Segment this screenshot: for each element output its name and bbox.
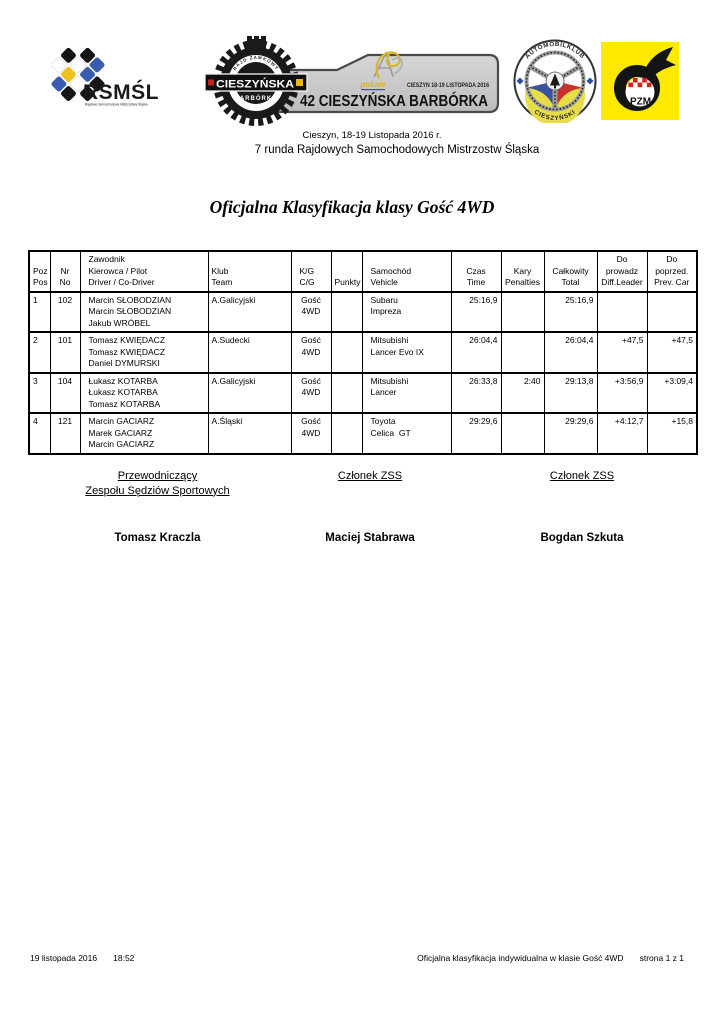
col-header-samochod: Samochód Vehicle (361, 250, 452, 293)
signature-name-member-1: Maciej Stabrawa (325, 532, 415, 544)
cell-crew: Łukasz KOTARBA Łukasz KOTARBA Tomasz KOTAR… (79, 371, 209, 414)
cell-punkty (330, 331, 363, 374)
cell-diff-leader: +3:56,9 (596, 371, 648, 414)
cell-total: 29:13,8 (543, 371, 598, 414)
signature-name-chairman: Tomasz Kraczla (114, 532, 201, 544)
footer-time: 18:52 (113, 953, 135, 963)
footer-page-number: strona 1 z 1 (639, 953, 684, 963)
pzm-logo: PZM (601, 42, 679, 120)
results-table: Poz Pos Nr No Zawodnik Kierowca / Pilot Driv… (28, 250, 698, 455)
footer-datetime: 19 listopada 2016 18:52 (30, 953, 134, 963)
rsmsl-subtext: Rajdowe Samochodowe Mistrzostwa Śląska (85, 102, 148, 107)
cell-czas: 25:16,9 (450, 290, 502, 333)
cell-nr: 121 (49, 412, 81, 455)
cell-prev-car (646, 290, 698, 333)
rsmsl-logo: RSMŚL Rajdowe Samochodowe Mistrzostwa Śl… (51, 47, 159, 107)
col-header-kary: Kary Penalties (500, 250, 545, 293)
col-header-klub: Klub Team (207, 250, 292, 293)
cell-kg: Gość 4WD (290, 371, 332, 414)
table-row: 1 102 Marcin SŁOBODZIAN Marcin SŁOBODZIAN… (28, 290, 698, 333)
pzm-wordmark: PZM (630, 97, 651, 108)
cell-prev-car: +47,5 (646, 331, 698, 374)
cell-kary (500, 290, 545, 333)
sponsor-squiggle-icon (373, 50, 403, 79)
rsmsl-wordmark: RSMŚL (83, 80, 159, 104)
cell-total: 26:04,4 (543, 331, 598, 374)
signature-role-member-2: Członek ZSS (549, 470, 615, 482)
cell-klub: A.Sudecki (207, 331, 292, 374)
cell-czas: 26:33,8 (450, 371, 502, 414)
col-header-diff-leader: Do prowadz Diff.Leader (596, 250, 648, 293)
col-header-punkty: Punkty (330, 250, 363, 293)
cell-klub: A.Śląski (207, 412, 292, 455)
col-header-poz: Poz Pos (28, 250, 51, 293)
badge-name-text: CIESZYŃSKA (216, 78, 294, 91)
col-header-prev-car: Do poprzed. Prev. Car (646, 250, 698, 293)
cell-kg: Gość 4WD (290, 290, 332, 333)
cell-vehicle: Mitsubishi Lancer Evo IX (361, 331, 452, 374)
event-series-line: 7 runda Rajdowych Samochodowych Mistrzos… (254, 144, 540, 156)
cell-pos: 1 (28, 290, 51, 333)
cell-crew: Marcin SŁOBODZIAN Marcin SŁOBODZIAN Jakub … (79, 290, 209, 333)
cell-kary (500, 412, 545, 455)
cell-nr: 102 (49, 290, 81, 333)
sponsor-wordmark: pokale (359, 80, 386, 89)
col-header-total: Całkowity Total (543, 250, 598, 293)
cell-kg: Gość 4WD (290, 331, 332, 374)
cell-total: 25:16,9 (543, 290, 598, 333)
cell-diff-leader: +4:12,7 (596, 412, 648, 455)
table-row: 3 104 Łukasz KOTARBA Łukasz KOTARBA Tomasz… (28, 371, 698, 414)
cell-nr: 104 (49, 371, 81, 414)
cell-prev-car: +15,8 (646, 412, 698, 455)
cell-klub: A.Galicyjski (207, 371, 292, 414)
cell-total: 29:29,6 (543, 412, 598, 455)
rally-plate-logo: pokale CIESZYN 18-19 LISTOPADA 2016 42 C… (204, 36, 500, 126)
signature-role-chairman: Przewodniczący Zespołu Sędziów Sportowyc… (85, 470, 230, 497)
cell-vehicle: Toyota Celica GT (361, 412, 452, 455)
cell-pos: 4 (28, 412, 51, 455)
footer-doc-info: Oficjalna klasyfikacja indywidualna w kl… (417, 953, 684, 963)
table-row: 4 121 Marcin GACIARZ Marek GACIARZ Marcin … (28, 412, 698, 455)
cell-kary (500, 331, 545, 374)
sponsor-subline (361, 89, 385, 91)
pzm-checker (628, 78, 652, 88)
cell-punkty (330, 371, 363, 414)
cell-pos: 2 (28, 331, 51, 374)
cell-czas: 29:29,6 (450, 412, 502, 455)
cell-vehicle: Subaru Impreza (361, 290, 452, 333)
cell-vehicle: Mitsubishi Lancer (361, 371, 452, 414)
table-header-row: Poz Pos Nr No Zawodnik Kierowca / Pilot Driv… (28, 250, 698, 293)
col-header-nr: Nr No (49, 250, 81, 293)
automobilklub-logo: AUTOMOBILKLUB CIESZYŃSKI (513, 39, 597, 123)
cell-prev-car: +3:09,4 (646, 371, 698, 414)
table-row: 2 101 Tomasz KWIĘDACZ Tomasz KWIĘDACZ Dani… (28, 331, 698, 374)
cell-czas: 26:04,4 (450, 331, 502, 374)
cell-diff-leader (596, 290, 648, 333)
cell-kary: 2:40 (500, 371, 545, 414)
barborka-badge: RAJD ZAMKOWY CIESZYŃSKA BARBÓRKA (204, 36, 308, 126)
plate-big-text: 42 CIESZYŃSKA BARBÓRKA (300, 91, 488, 110)
cell-crew: Marcin GACIARZ Marek GACIARZ Marcin GACIAR… (79, 412, 209, 455)
page-title: Oficjalna Klasyfikacja klasy Gość 4WD (209, 197, 495, 217)
cell-punkty (330, 290, 363, 333)
plate-small-text: CIESZYN 18-19 LISTOPADA 2016 (407, 83, 490, 89)
footer-date: 19 listopada 2016 (30, 953, 98, 963)
col-header-czas: Czas Time (450, 250, 502, 293)
cell-klub: A.Galicyjski (207, 290, 292, 333)
cell-diff-leader: +47,5 (596, 331, 648, 374)
footer-doc-label: Oficjalna klasyfikacja indywidualna w kl… (417, 953, 624, 963)
cell-kg: Gość 4WD (290, 412, 332, 455)
cell-punkty (330, 412, 363, 455)
col-header-kg: K/G C/G (290, 250, 332, 293)
rsmsl-mosaic-ball (51, 47, 105, 101)
cell-crew: Tomasz KWIĘDACZ Tomasz KWIĘDACZ Daniel DYM… (79, 331, 209, 374)
cell-pos: 3 (28, 371, 51, 414)
signature-role-member-1: Członek ZSS (337, 470, 403, 482)
cell-nr: 101 (49, 331, 81, 374)
signature-name-member-2: Bogdan Szkuta (540, 532, 624, 544)
event-date-line: Cieszyn, 18-19 Listopada 2016 r. (302, 130, 442, 141)
badge-sub-text: BARBÓRKA (235, 94, 278, 102)
col-header-zawodnik: Zawodnik Kierowca / Pilot Driver / Co-Driv… (79, 250, 209, 293)
